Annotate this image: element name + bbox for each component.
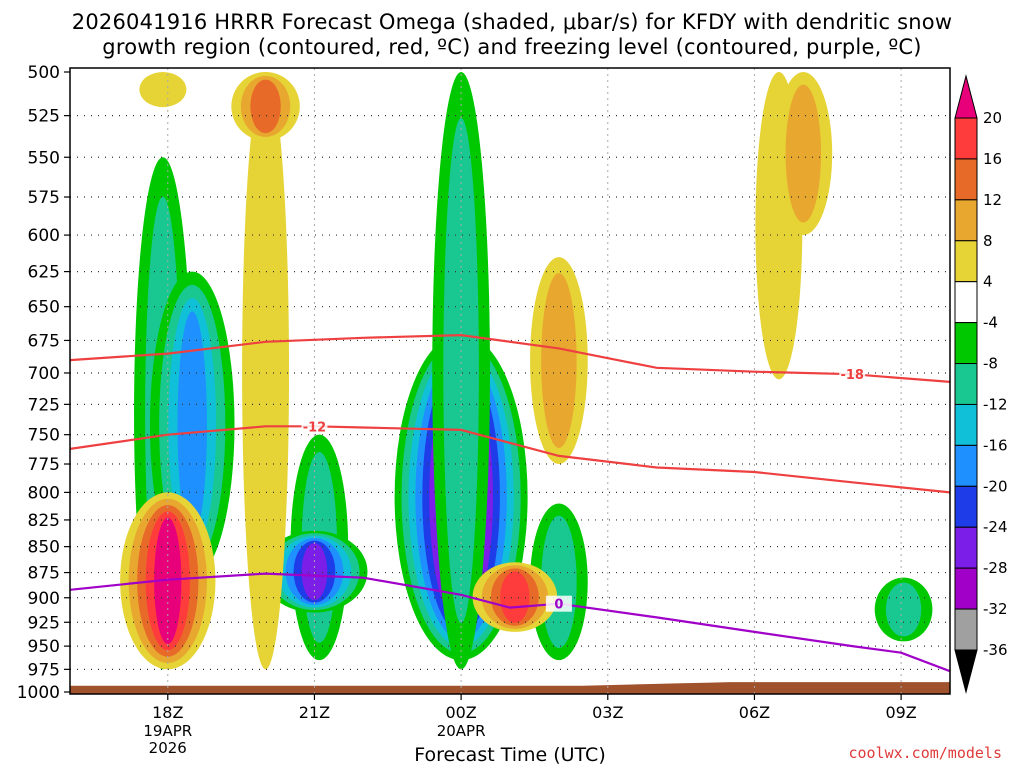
y-tick-label: 700 [28,364,60,384]
colorbar-label: -12 [983,395,1008,413]
colorbar-swatch [954,117,978,160]
colorbar-label: 12 [983,191,1002,209]
colorbar-label: -28 [983,559,1008,577]
y-tick-label: 975 [28,660,60,680]
contour-isotherm-12 [70,425,950,494]
contour-label-bg [301,418,328,435]
y-tick-label: 750 [28,426,60,446]
contour-label-bg [839,366,866,383]
x-tick-sublabel: 2026 [149,739,187,757]
y-tick-label: 650 [28,298,60,318]
x-tick-label: 18Z [152,703,183,722]
terrain-surface [70,682,950,694]
y-tick-label: 675 [28,331,60,351]
colorbar-swatch [954,199,978,242]
x-tick-sublabel: 20APR [437,722,486,740]
colorbar-swatch [954,403,978,446]
descent-upper-right-core-level-8 [785,84,822,223]
colorbar-label: 4 [983,273,993,291]
y-tick-label: 600 [28,226,60,246]
x-tick-label: 03Z [592,703,623,722]
y-tick-label: 900 [28,589,60,609]
contour-label: 0 [554,598,563,613]
colorbar-label: -8 [983,355,998,373]
colorbar-label: -36 [983,641,1008,659]
chart-title-line-2: growth region (contoured, red, ºC) and f… [102,35,922,59]
y-tick-label: 575 [28,188,60,208]
plot-frame [69,67,951,695]
x-tick-label: 21Z [299,703,330,722]
contour-label: -18 [840,368,864,383]
x-tick-label: 09Z [885,703,916,722]
upper-descent-band-level-4 [242,72,290,670]
omega-shading [120,72,933,670]
colorbar-swatch [954,526,978,569]
colorbar-swatch [954,240,978,283]
y-tick-label: 950 [28,637,60,657]
y-axis: 500 525 550 575 600 625 650 675 700 725 750 775 800 8… [17,63,70,703]
low-descent-1-level-16 [500,571,530,623]
x-tick-label: 06Z [739,703,770,722]
colorbar-label: -32 [983,600,1008,618]
colorbar-top-arrow [954,74,978,119]
small-ascent-level--8 [885,582,922,637]
colorbar-label: 16 [983,150,1002,168]
grid [70,68,950,694]
early-ascent-core-level--16 [177,311,207,538]
y-tick-label: 775 [28,455,60,475]
colorbar-swatch [954,444,978,487]
contours: -18 -12 0 [70,333,950,673]
x-tick-sublabel: 19APR [143,722,192,740]
colorbar-label: -20 [983,477,1008,495]
y-tick-label: 825 [28,511,60,531]
descent-top-left-level-4 [139,72,187,108]
descent-near-02Z-level-8 [541,273,577,449]
y-tick-label: 1000 [17,683,60,703]
contour-label-bg [545,595,572,612]
y-tick-label: 500 [28,63,60,83]
colorbar-label: -4 [983,314,998,332]
main-ascent-column-level--8 [443,117,479,624]
low-descent-0-level-20 [154,517,182,645]
upper-descent-core-level-12 [250,79,281,134]
contour-label: -12 [303,420,327,435]
y-tick-label: 550 [28,148,60,168]
colorbar: 20 16 12 8 4 -4 -8 -12 -16 -20 -24 -28 -32 -36 [954,74,1008,694]
y-tick-label: 925 [28,613,60,633]
y-tick-label: 850 [28,538,60,558]
y-tick-label: 875 [28,564,60,584]
colorbar-label: -16 [983,436,1008,454]
credit-text: coolwx.com/models [848,744,1002,762]
chart-title-line-1: 2026041916 HRRR Forecast Omega (shaded, … [71,10,953,34]
colorbar-swatch [954,322,978,365]
colorbar-label: 8 [983,232,993,250]
colorbar-swatch [954,158,978,201]
mid-ascent-core-level--24 [301,543,328,601]
y-tick-label: 725 [28,395,60,415]
y-tick-label: 800 [28,483,60,503]
terrain [70,682,950,694]
x-tick-label: 00Z [445,703,476,722]
colorbar-label: -24 [983,518,1008,536]
y-tick-label: 525 [28,107,60,127]
colorbar-swatch [954,608,978,651]
colorbar-label: 20 [983,109,1002,127]
colorbar-swatch [954,281,978,324]
colorbar-swatch [954,567,978,610]
colorbar-swatch [954,485,978,528]
colorbar-bottom-arrow [954,649,978,694]
x-axis-label: Forecast Time (UTC) [414,744,606,766]
colorbar-swatch [954,363,978,405]
contour-isotherm-18 [70,333,950,383]
y-tick-label: 625 [28,263,60,283]
contour-freezing-level-0 [70,572,950,673]
